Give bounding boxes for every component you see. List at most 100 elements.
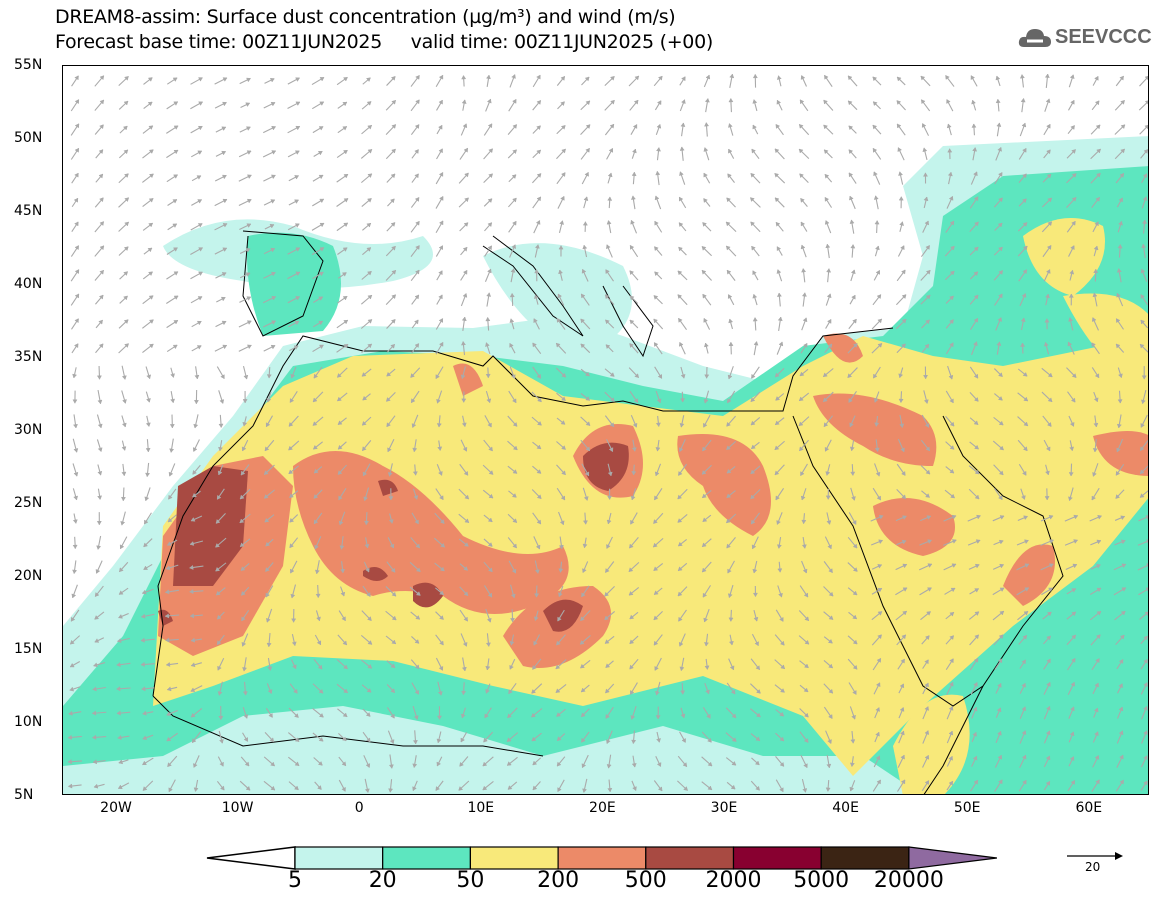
- wind-arrow-head: [146, 374, 152, 380]
- wind-arrow-head: [460, 737, 466, 743]
- wind-arrow-head: [189, 613, 195, 619]
- wind-arrow-head: [1091, 342, 1096, 348]
- wind-arrow-head: [582, 520, 588, 525]
- wind-arrow-head: [948, 374, 954, 380]
- wind-arrow-head: [949, 342, 954, 348]
- wind-arrow-head: [532, 785, 538, 791]
- wind-arrow-head: [677, 494, 683, 500]
- wind-arrow-head: [561, 396, 566, 401]
- wind-arrow-head: [365, 567, 370, 573]
- wind-arrow-head: [876, 657, 881, 663]
- wind-arrow-head: [803, 687, 809, 693]
- wind-arrow-head: [1117, 399, 1123, 404]
- wind-arrow-head: [630, 219, 635, 225]
- wind-arrow-head: [754, 760, 760, 766]
- wind-arrow-head: [779, 640, 785, 646]
- wind-arrow-head: [606, 739, 611, 745]
- wind-arrow-head: [605, 269, 610, 275]
- wind-arrow-head: [653, 295, 659, 300]
- wind-arrow-head: [414, 294, 420, 300]
- wind-arrow-head: [852, 343, 858, 348]
- wind-arrow-head: [852, 639, 858, 645]
- wind-arrow-head: [294, 223, 300, 228]
- wind-arrow-head: [388, 496, 394, 501]
- wind-arrow-head: [288, 445, 293, 451]
- wind-arrow-head: [119, 567, 124, 573]
- wind-arrow-head: [1021, 730, 1027, 736]
- wind-arrow-head: [899, 683, 905, 689]
- wind-arrow-head: [487, 592, 492, 598]
- wind-arrow-head: [293, 688, 298, 694]
- wind-arrow-head: [849, 422, 854, 428]
- wind-arrow-head: [973, 373, 979, 379]
- wind-arrow-head: [677, 518, 683, 523]
- wind-arrow-head: [823, 99, 828, 105]
- wind-arrow-head: [654, 495, 659, 501]
- wind-arrow-head: [581, 737, 586, 743]
- wind-arrow-head: [314, 569, 320, 575]
- wind-arrow-head: [241, 616, 246, 622]
- wind-arrow-head: [774, 148, 780, 154]
- wind-arrow-head: [72, 519, 78, 524]
- wind-arrow-head: [190, 662, 196, 668]
- wind-arrow-head: [367, 149, 373, 154]
- wind-arrow-head: [197, 150, 203, 155]
- wind-arrow-head: [653, 342, 659, 347]
- wind-arrow-head: [851, 496, 856, 501]
- wind-arrow-head: [999, 515, 1005, 520]
- wind-arrow-head: [998, 246, 1003, 252]
- wind-arrow-head: [775, 495, 780, 501]
- wind-arrow-head: [750, 444, 756, 450]
- wind-arrow-head: [363, 520, 369, 526]
- wind-arrow-head: [804, 663, 809, 669]
- wind-arrow-head: [461, 666, 467, 672]
- wind-arrow-head: [1069, 269, 1075, 275]
- wind-arrow-head: [947, 148, 953, 153]
- wind-arrow-head: [148, 295, 154, 300]
- wind-arrow-head: [170, 373, 175, 378]
- wind-arrow-head: [144, 519, 149, 525]
- wind-arrow-head: [629, 270, 635, 276]
- wind-arrow-head: [872, 124, 878, 130]
- wind-arrow-head: [265, 422, 271, 428]
- wind-arrow-head: [312, 421, 318, 426]
- wind-arrow-head: [386, 397, 391, 402]
- wind-arrow-head: [246, 198, 252, 204]
- wind-arrow-head: [367, 319, 373, 324]
- wind-arrow-head: [631, 471, 637, 476]
- wind-arrow-head: [1115, 343, 1121, 349]
- wind-arrow-head: [264, 517, 270, 523]
- wind-arrow-head: [463, 147, 468, 153]
- wind-arrow-head: [847, 100, 853, 106]
- wind-arrow-head: [680, 690, 686, 695]
- wind-arrow-head: [460, 713, 466, 719]
- wind-arrow-head: [123, 295, 128, 301]
- wind-arrow-head: [166, 541, 172, 546]
- wind-arrow-head: [653, 519, 658, 524]
- wind-arrow-head: [74, 293, 80, 299]
- wind-arrow-head: [751, 148, 756, 154]
- wind-arrow-head: [802, 342, 808, 348]
- wind-arrow-head: [509, 318, 515, 324]
- wind-arrow-head: [950, 245, 955, 251]
- wind-arrow-head: [510, 593, 516, 599]
- wind-arrow-head: [678, 317, 683, 323]
- wind-arrow-head: [71, 593, 77, 599]
- wind-arrow-head: [1019, 74, 1025, 79]
- wind-arrow-head: [1095, 779, 1100, 785]
- wind-arrow-head: [414, 124, 420, 129]
- wind-arrow-head: [1094, 755, 1100, 760]
- wind-arrow-head: [461, 690, 467, 696]
- wind-arrow-head: [241, 590, 246, 596]
- wind-arrow-head: [901, 318, 907, 324]
- wind-arrow-head: [532, 665, 537, 670]
- wind-arrow-head: [318, 174, 324, 180]
- wind-arrow-head: [703, 147, 709, 152]
- wind-arrow-head: [752, 270, 757, 276]
- wind-arrow-head: [1046, 681, 1051, 687]
- wind-arrow-head: [198, 271, 203, 277]
- wind-arrow-head: [1121, 587, 1127, 592]
- wind-arrow-head: [726, 468, 732, 474]
- wind-arrow-head: [221, 174, 227, 180]
- wind-arrow-head: [242, 399, 248, 404]
